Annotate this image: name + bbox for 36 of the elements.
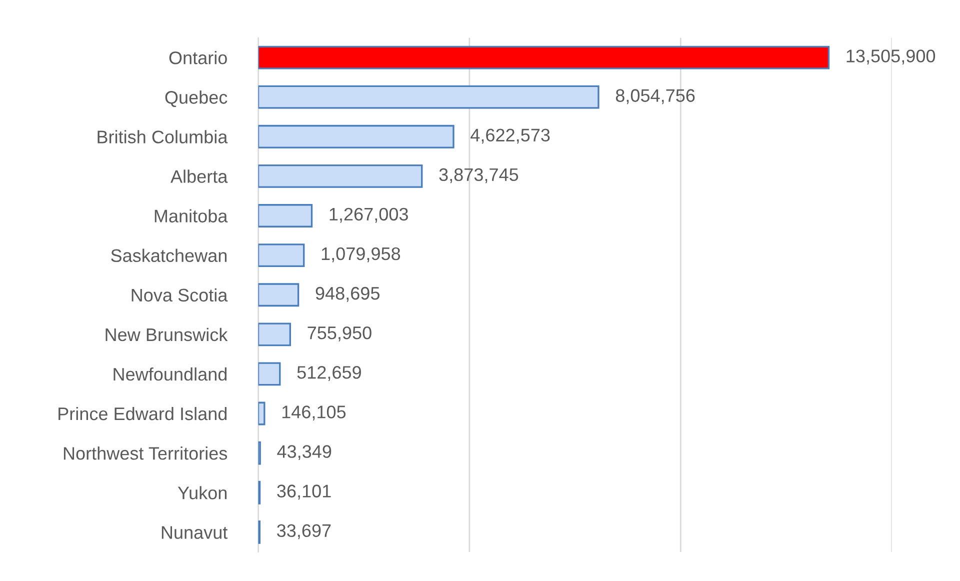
bar	[258, 124, 454, 148]
y-tick-label: Manitoba	[154, 209, 228, 222]
data-label: 43,349	[277, 445, 332, 460]
data-label: 33,697	[277, 524, 331, 540]
y-tick-label: Alberta	[170, 170, 228, 183]
data-label: 4,622,573	[470, 128, 550, 144]
y-tick-label: British Columbia	[98, 130, 228, 144]
y-tick-label: Ontario	[169, 51, 227, 64]
bar	[258, 204, 313, 228]
bar	[258, 322, 292, 346]
y-tick-label: New Brunswick	[106, 328, 228, 342]
y-tick-label: Saskatchewan	[111, 248, 227, 262]
bar	[258, 244, 305, 268]
data-label: 755,950	[308, 326, 372, 342]
data-label: 512,659	[297, 366, 361, 381]
bar	[258, 164, 423, 188]
data-label: 8,054,756	[616, 89, 695, 104]
y-tick-label: Nova Scotia	[132, 288, 228, 302]
data-label: 3,873,745	[439, 168, 518, 184]
data-label: 36,101	[277, 484, 331, 500]
data-label: 948,695	[316, 286, 380, 302]
bar	[258, 402, 266, 426]
data-label: 1,267,003	[330, 208, 408, 223]
y-tick-label: Northwest Territories	[64, 446, 228, 460]
y-tick-label: Prince Edward Island	[58, 406, 227, 420]
data-label: 13,505,900	[846, 50, 936, 65]
y-tick-label: Newfoundland	[114, 367, 227, 381]
y-tick-label: Quebec	[165, 90, 228, 108]
y-tick-label: Yukon	[178, 486, 227, 500]
bar	[258, 283, 300, 307]
bar	[258, 85, 600, 109]
y-tick-label: Nunavut	[162, 526, 228, 539]
bar	[258, 362, 281, 386]
bar	[258, 46, 830, 70]
data-label: 1,079,958	[322, 247, 400, 262]
data-label: 146,105	[282, 406, 346, 420]
